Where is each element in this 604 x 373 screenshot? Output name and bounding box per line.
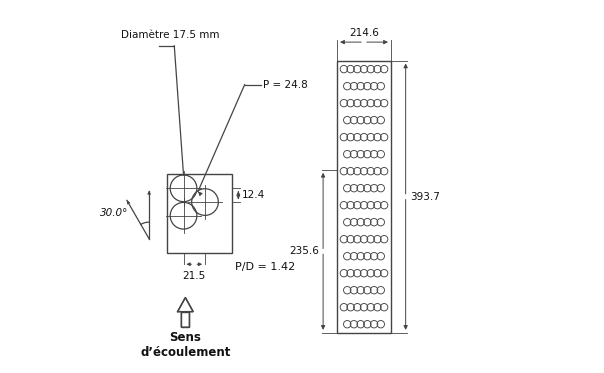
Polygon shape [178, 298, 193, 327]
Text: P/D = 1.42: P/D = 1.42 [236, 262, 295, 272]
Text: 30.0°: 30.0° [100, 208, 129, 218]
Text: Sens
d’écoulement: Sens d’écoulement [140, 331, 231, 359]
Text: 393.7: 393.7 [410, 192, 440, 202]
Bar [167, 173, 232, 253]
Bar [181, 311, 190, 327]
Bar [337, 61, 391, 333]
Text: 12.4: 12.4 [242, 190, 265, 200]
Text: Diamètre 17.5 mm: Diamètre 17.5 mm [121, 30, 219, 40]
Text: 21.5: 21.5 [182, 271, 206, 281]
Text: P = 24.8: P = 24.8 [263, 80, 308, 90]
Text: 235.6: 235.6 [289, 246, 320, 256]
Text: 214.6: 214.6 [349, 28, 379, 38]
